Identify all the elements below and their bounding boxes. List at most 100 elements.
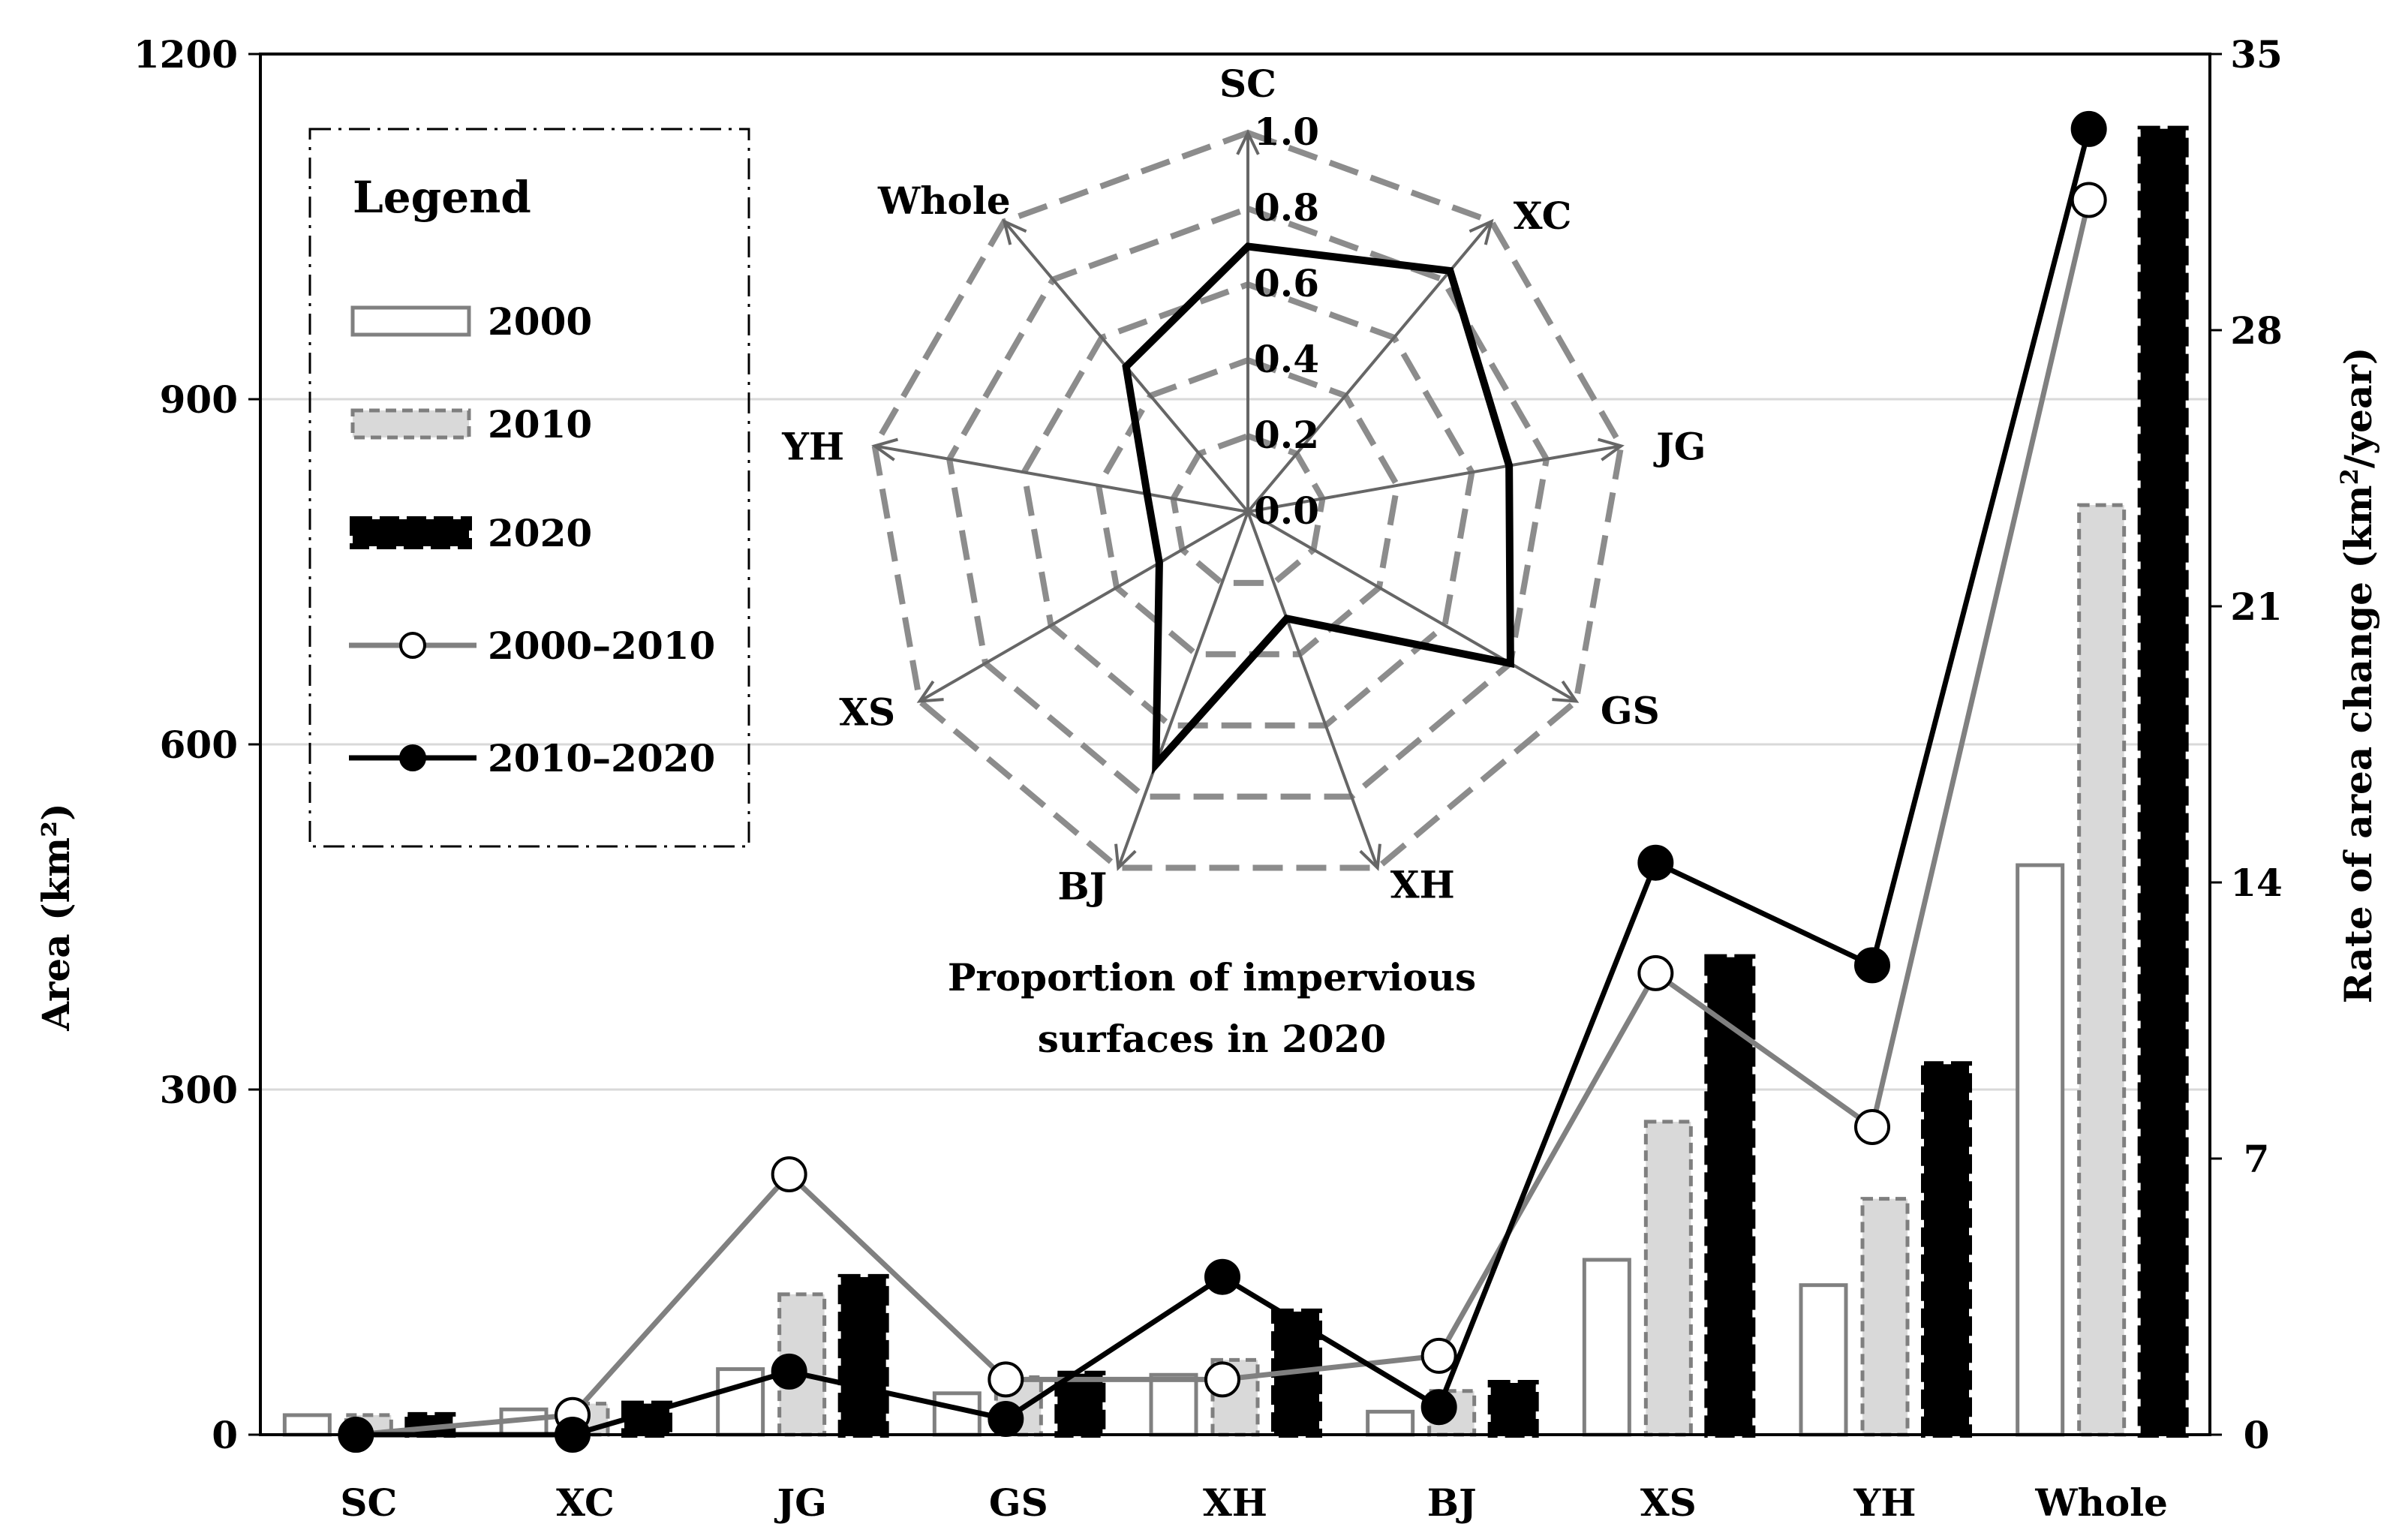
radar-caption-line1: Proportion of impervious: [948, 955, 1476, 999]
bar-2000-Whole: [2016, 863, 2065, 1437]
line-2010–2020: [356, 128, 2092, 1438]
legend: Legend 2000 2010 2020 2000–2010 2010–2020: [308, 128, 750, 848]
radar-spoke-arrowhead: [1552, 680, 1580, 703]
point-2000–2010-BJ: [1420, 1337, 1457, 1374]
bar-series: [282, 125, 2189, 1438]
right-tick-label: 7: [2244, 1137, 2270, 1181]
legend-swatch-2020: [350, 516, 472, 549]
radar-ring-label: 0.8: [1254, 185, 1319, 230]
legend-marker-2010–2020: [399, 744, 426, 771]
radar-axis-label: GS: [1601, 689, 1660, 733]
radar-axis-label: JG: [1653, 424, 1706, 468]
radar-spoke-XS: [918, 510, 1249, 703]
left-tick-label: 0: [212, 1413, 238, 1457]
point-2000–2010-XH: [1204, 1361, 1240, 1398]
bar-2020-JG: [837, 1273, 889, 1438]
radar-axis-label: YH: [781, 424, 844, 468]
gridlines: [260, 398, 2210, 1091]
x-tick-label: JG: [774, 1480, 826, 1525]
x-tick-label: BJ: [1427, 1480, 1477, 1525]
bar-2020-GS: [1054, 1370, 1106, 1438]
radar-axis-label: XS: [839, 690, 895, 735]
radar-spoke-arrowhead: [1359, 843, 1381, 871]
radar-spoke-JG: [1247, 444, 1622, 513]
bar-2000-XS: [1582, 1258, 1631, 1437]
point-2000–2010-GS: [988, 1361, 1024, 1398]
point-2010–2020-YH: [1854, 947, 1890, 984]
radar-ring-label: 0.2: [1254, 413, 1319, 457]
radar-ring-label: 0.6: [1254, 261, 1319, 305]
left-tick-label: 1200: [134, 32, 238, 77]
legend-label: 2000–2010: [488, 624, 715, 668]
legend-frame: [308, 128, 750, 848]
left-tick-label: 900: [160, 377, 238, 422]
right-tick-label: 28: [2230, 308, 2283, 353]
radar-spoke-arrowhead: [1597, 437, 1625, 461]
legend-marker-2000–2010: [399, 632, 426, 659]
radar-data-polygon: [1122, 242, 1514, 775]
point-2010–2020-XS: [1637, 844, 1674, 881]
radar-ring-label: 0.4: [1254, 337, 1319, 381]
radar-spoke-GS: [1246, 510, 1577, 703]
radar-spoke-arrowhead: [871, 437, 899, 461]
radar-spoke-arrowhead: [1114, 843, 1137, 871]
right-tick-label: 35: [2230, 32, 2283, 77]
x-tick-label: XH: [1203, 1480, 1267, 1525]
point-2010–2020-Whole: [2070, 110, 2107, 147]
left-tick-label: 300: [160, 1068, 238, 1112]
radar-spoke-arrowhead: [916, 680, 944, 703]
radar-spoke-arrowhead: [1002, 218, 1027, 245]
x-tick-label: Whole: [2034, 1480, 2168, 1525]
radar-ring: [1170, 432, 1326, 586]
radar-spoke-arrowhead: [1236, 129, 1260, 155]
line-2000–2010: [356, 199, 2092, 1438]
bar-2020-YH: [1921, 1061, 1972, 1438]
point-2010–2020-GS: [988, 1400, 1024, 1437]
legend-label: 2000: [488, 299, 592, 344]
radar-caption-line2: surfaces in 2020: [1038, 1017, 1386, 1061]
radar-spoke-arrowhead: [1469, 218, 1494, 245]
radar-inset: SC XC JG GS XH BJ XS YH Whole 0.0 0.2 0.4 0.6 0.8 1.0: [781, 62, 1706, 909]
radar-axis-label: XC: [1514, 194, 1572, 238]
radar-spoke-BJ: [1117, 511, 1249, 869]
point-2010–2020-XH: [1204, 1258, 1240, 1295]
radar-ring: [945, 205, 1550, 800]
legend-title: Legend: [353, 172, 531, 223]
legend-label: 2010–2020: [488, 736, 715, 780]
bar-2000-YH: [1799, 1283, 1848, 1437]
legend-swatch-2010: [350, 408, 471, 440]
radar-ring: [1021, 281, 1475, 729]
bar-2010-Whole: [2077, 503, 2127, 1437]
bar-2020-Whole: [2137, 125, 2189, 1438]
radar-axis-label: BJ: [1057, 864, 1107, 909]
x-tick-label: XC: [556, 1480, 615, 1525]
point-2000–2010-YH: [1854, 1108, 1890, 1145]
radar-axis-label: Whole: [877, 179, 1011, 223]
bar-2010-XS: [1643, 1120, 1693, 1437]
right-tick-label: 21: [2230, 585, 2283, 629]
point-2000–2010-Whole: [2070, 182, 2107, 218]
bar-2000-BJ: [1366, 1409, 1415, 1437]
radar-spoke-XH: [1246, 511, 1379, 869]
radar-spoke-YH: [874, 444, 1249, 513]
x-tick-label: XS: [1640, 1480, 1697, 1525]
radar-ring: [1095, 356, 1401, 657]
legend-label: 2020: [488, 511, 592, 555]
bar-2020-BJ: [1487, 1380, 1539, 1438]
radar-axis-label: XH: [1390, 863, 1455, 907]
radar-ring-label: 1.0: [1254, 110, 1319, 154]
right-tick-label: 0: [2244, 1413, 2270, 1457]
left-tick-label: 600: [160, 723, 238, 767]
line-series: [338, 110, 2107, 1453]
bar-2000-SC: [282, 1413, 332, 1437]
x-tick-label: GS: [989, 1480, 1048, 1525]
point-2010–2020-JG: [771, 1353, 807, 1390]
point-2010–2020-BJ: [1420, 1389, 1457, 1426]
left-axis-label: Area (km²): [34, 803, 78, 1032]
radar-axis-label: SC: [1219, 62, 1276, 106]
point-2000–2010-XS: [1637, 954, 1674, 991]
point-2000–2010-JG: [771, 1156, 807, 1193]
bar-2000-XH: [1149, 1372, 1198, 1437]
radar-ring: [871, 129, 1625, 871]
